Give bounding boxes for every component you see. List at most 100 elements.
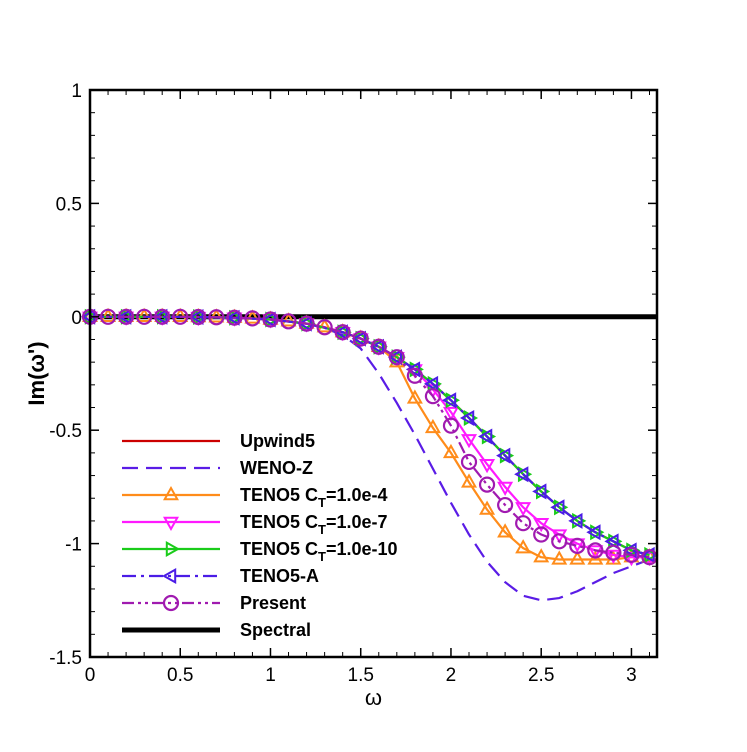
legend-item: Spectral bbox=[122, 620, 311, 640]
data-point bbox=[533, 526, 550, 543]
data-point bbox=[572, 512, 587, 529]
data-point bbox=[590, 524, 605, 541]
data-point bbox=[550, 499, 565, 516]
data-point bbox=[478, 476, 496, 493]
data-point bbox=[605, 544, 622, 561]
data-point bbox=[373, 338, 388, 355]
data-point bbox=[587, 550, 604, 565]
legend-label-subscript: T bbox=[318, 549, 326, 564]
data-point bbox=[460, 453, 478, 471]
data-point bbox=[244, 309, 261, 324]
data-point bbox=[189, 309, 204, 326]
data-point bbox=[461, 473, 478, 488]
data-point bbox=[172, 307, 189, 322]
data-point bbox=[388, 349, 405, 366]
data-point bbox=[497, 481, 514, 496]
data-point bbox=[316, 318, 333, 333]
data-point bbox=[161, 567, 177, 585]
data-point bbox=[265, 311, 280, 328]
data-point bbox=[623, 552, 640, 567]
data-point bbox=[608, 533, 623, 550]
legend-item: Present bbox=[122, 593, 306, 613]
x-tick-label: 2.5 bbox=[528, 665, 554, 686]
legend-label: Present bbox=[240, 593, 306, 613]
data-point bbox=[499, 447, 515, 464]
legend-label-tail: =1.0e-10 bbox=[326, 539, 398, 559]
data-point bbox=[84, 308, 100, 325]
data-point bbox=[641, 552, 658, 567]
data-point bbox=[280, 312, 297, 327]
data-point bbox=[162, 516, 180, 532]
data-point bbox=[605, 549, 622, 564]
data-point bbox=[515, 515, 532, 532]
data-point bbox=[406, 367, 423, 384]
data-point bbox=[551, 533, 568, 550]
legend-label-main: Upwind5 bbox=[240, 431, 315, 451]
data-point bbox=[568, 512, 583, 529]
data-point bbox=[517, 466, 533, 483]
data-point bbox=[162, 594, 180, 612]
data-point bbox=[208, 309, 225, 326]
data-point bbox=[298, 315, 315, 332]
data-point bbox=[497, 496, 514, 514]
data-point bbox=[587, 542, 604, 559]
data-point bbox=[569, 537, 586, 554]
data-point bbox=[641, 548, 658, 563]
data-point bbox=[442, 443, 459, 459]
x-tick-label: 1 bbox=[265, 665, 276, 686]
data-point bbox=[533, 517, 550, 533]
data-point bbox=[225, 309, 240, 326]
data-point bbox=[532, 483, 547, 500]
data-point bbox=[479, 500, 496, 515]
data-point bbox=[515, 539, 532, 554]
data-point bbox=[391, 349, 406, 366]
data-point bbox=[554, 499, 569, 516]
data-point bbox=[515, 502, 532, 517]
x-tick-label: 0 bbox=[85, 665, 96, 686]
data-point bbox=[370, 338, 387, 355]
x-tick-label: 3 bbox=[626, 665, 637, 686]
data-point bbox=[479, 459, 496, 474]
series-layer bbox=[80, 307, 659, 602]
data-point bbox=[334, 324, 351, 341]
data-point bbox=[406, 389, 423, 404]
data-point bbox=[427, 375, 442, 392]
data-point bbox=[496, 447, 511, 464]
legend-label-main: WENO-Z bbox=[240, 458, 313, 478]
y-tick-label: -0.5 bbox=[49, 421, 82, 442]
legend-label-subscript: T bbox=[318, 495, 326, 510]
data-point bbox=[244, 310, 261, 327]
y-tick-label: -1 bbox=[65, 535, 82, 556]
legend-item: Upwind5 bbox=[122, 431, 315, 451]
data-point bbox=[190, 308, 207, 326]
data-point bbox=[333, 324, 348, 341]
legend-label: WENO-Z bbox=[240, 458, 313, 478]
legend-label-tail: =1.0e-7 bbox=[326, 512, 388, 532]
series-line bbox=[90, 315, 650, 559]
data-point bbox=[623, 546, 640, 564]
data-point bbox=[162, 485, 180, 501]
legend-label: TENO5-A bbox=[240, 566, 319, 586]
legend-label-subscript: T bbox=[318, 522, 326, 537]
data-point bbox=[533, 548, 550, 563]
data-point bbox=[461, 434, 478, 449]
data-point bbox=[99, 308, 117, 325]
data-point bbox=[193, 309, 208, 326]
data-point bbox=[117, 308, 135, 325]
data-point bbox=[423, 375, 439, 392]
data-point bbox=[280, 313, 297, 330]
legend-label: TENO5 CT=1.0e-7 bbox=[240, 512, 388, 537]
data-point bbox=[442, 417, 460, 434]
legend-label-main: Spectral bbox=[240, 620, 311, 640]
legend-label: TENO5 CT=1.0e-10 bbox=[240, 539, 398, 564]
data-point bbox=[172, 308, 189, 325]
data-point bbox=[536, 483, 551, 500]
x-tick-label: 0.5 bbox=[167, 665, 193, 686]
y-tick-label: 0.5 bbox=[56, 194, 82, 215]
legend-label-main: TENO5-A bbox=[240, 566, 319, 586]
data-point bbox=[481, 428, 497, 445]
data-point bbox=[586, 524, 601, 541]
data-point bbox=[514, 466, 529, 483]
